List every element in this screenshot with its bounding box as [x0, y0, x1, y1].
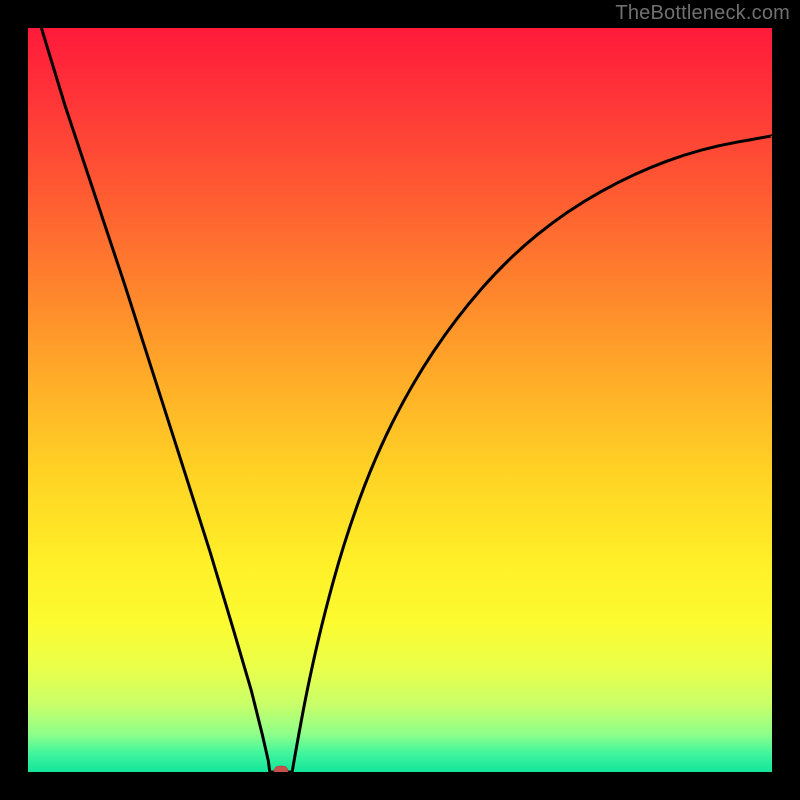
bottleneck-chart	[0, 0, 800, 800]
chart-container: TheBottleneck.com	[0, 0, 800, 800]
watermark-text: TheBottleneck.com	[615, 2, 790, 25]
plot-background-gradient	[28, 28, 772, 772]
